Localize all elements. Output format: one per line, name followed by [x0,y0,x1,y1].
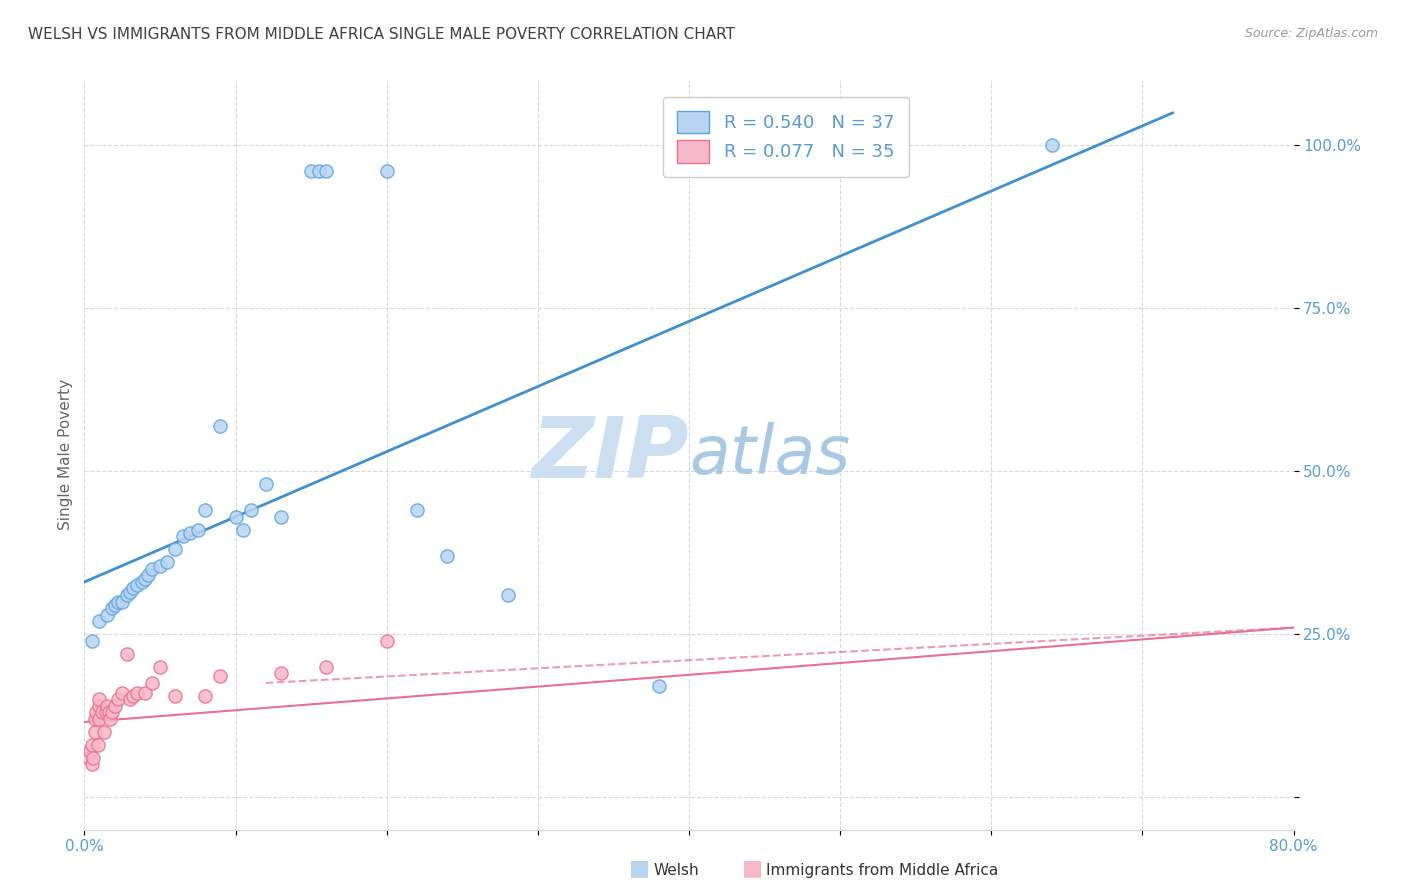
Text: Source: ZipAtlas.com: Source: ZipAtlas.com [1244,27,1378,40]
Point [156,556,179,570]
Point [97,706,120,720]
Point [80,757,103,772]
Point [121,582,143,596]
Point [375,633,398,648]
Point [121,689,143,703]
Point [149,558,172,573]
Point [111,686,134,700]
Point [118,692,141,706]
Point [89,614,111,628]
Point [436,549,458,563]
Point [89,698,111,713]
Point [308,164,330,178]
Point [89,712,111,726]
Point [107,594,129,608]
Point [270,666,292,681]
Point [134,572,156,586]
Point [141,676,163,690]
Point [172,529,194,543]
Point [165,689,187,703]
Text: ■: ■ [742,859,762,879]
Point [179,526,201,541]
Point [127,686,149,700]
Point [91,706,114,720]
Point [86,706,108,720]
Point [165,542,187,557]
Legend: R = 0.540   N = 37, R = 0.077   N = 35: R = 0.540 N = 37, R = 0.077 N = 35 [662,97,908,177]
Point [80,738,103,752]
Point [187,523,209,537]
Point [225,509,247,524]
Point [375,164,398,178]
Point [127,578,149,592]
Point [149,659,172,673]
Point [100,601,122,615]
Point [209,418,232,433]
Text: ZIP: ZIP [531,413,689,497]
Point [93,724,115,739]
Point [136,568,159,582]
Text: WELSH VS IMMIGRANTS FROM MIDDLE AFRICA SINGLE MALE POVERTY CORRELATION CHART: WELSH VS IMMIGRANTS FROM MIDDLE AFRICA S… [28,27,735,42]
Point [194,689,217,703]
Point [1040,138,1063,153]
Point [648,679,671,693]
Point [84,724,107,739]
Point [87,738,110,752]
Y-axis label: Single Male Poverty: Single Male Poverty [58,379,73,531]
Point [134,686,156,700]
Point [209,669,232,683]
Point [315,659,337,673]
Point [141,562,163,576]
Point [406,503,429,517]
Text: atlas: atlas [689,422,851,488]
Point [254,477,277,491]
Point [96,698,118,713]
Point [82,751,104,765]
Point [496,588,519,602]
Point [104,698,127,713]
Point [118,584,141,599]
Point [299,164,322,178]
Point [94,706,117,720]
Point [239,503,262,517]
Text: Welsh: Welsh [654,863,699,878]
Point [232,523,254,537]
Point [89,692,111,706]
Point [80,633,103,648]
Point [77,751,100,765]
Point [315,164,337,178]
Point [111,594,134,608]
Point [131,574,153,589]
Point [115,647,138,661]
Point [98,712,121,726]
Point [270,509,292,524]
Text: ■: ■ [630,859,650,879]
Point [194,503,217,517]
Point [96,607,118,622]
Point [100,706,122,720]
Point [107,692,129,706]
Point [79,744,101,758]
Point [104,598,127,612]
Point [115,588,138,602]
Point [84,712,107,726]
Text: Immigrants from Middle Africa: Immigrants from Middle Africa [766,863,998,878]
